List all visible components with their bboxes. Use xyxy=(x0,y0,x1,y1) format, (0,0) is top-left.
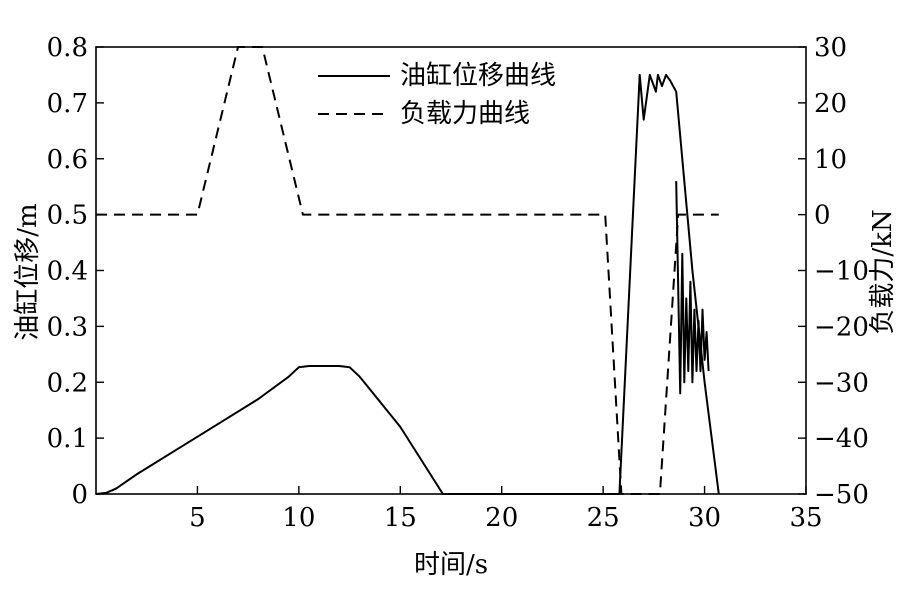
x-axis-title: 时间/s xyxy=(414,550,488,580)
load-force-line xyxy=(96,46,719,495)
right-y-axis-ticks: −50 −40 −30 −20 −10 0 10 20 30 xyxy=(798,33,869,510)
x-tick-label: 15 xyxy=(384,503,417,533)
x-tick-label: 10 xyxy=(282,503,315,533)
legend-label-displacement: 油缸位移曲线 xyxy=(400,61,556,91)
left-y-tick-label: 0.6 xyxy=(47,145,88,175)
right-y-tick-label: −50 xyxy=(814,480,869,510)
left-y-tick-label: 0.7 xyxy=(47,89,88,119)
x-tick-label: 25 xyxy=(587,503,620,533)
left-y-tick-label: 0.4 xyxy=(47,257,88,287)
left-y-tick-label: 0.1 xyxy=(47,424,88,454)
x-tick-label: 35 xyxy=(789,503,822,533)
left-y-tick-label: 0.2 xyxy=(47,368,88,398)
right-y-tick-label: −20 xyxy=(814,312,869,342)
right-y-tick-label: −10 xyxy=(814,257,869,287)
x-tick-label: 20 xyxy=(485,503,518,533)
right-y-tick-label: −30 xyxy=(814,368,869,398)
legend-label-load: 负载力曲线 xyxy=(400,99,530,129)
right-y-tick-label: 0 xyxy=(814,201,831,231)
series-layer xyxy=(95,46,720,495)
x-tick-label: 30 xyxy=(688,503,721,533)
cylinder-displacement-line xyxy=(95,73,720,495)
right-y-tick-label: 20 xyxy=(814,89,847,119)
x-tick-label: 5 xyxy=(189,503,206,533)
right-y-axis-title: 负载力/kN xyxy=(868,209,898,334)
left-y-tick-label: 0.5 xyxy=(47,201,88,231)
right-y-tick-label: −40 xyxy=(814,424,869,454)
displacement-oscillation-line xyxy=(675,181,710,395)
left-y-axis-title: 油缸位移/m xyxy=(13,203,43,340)
legend: 油缸位移曲线 负载力曲线 xyxy=(318,61,556,129)
x-axis-ticks: 5 10 15 20 25 30 35 xyxy=(189,486,823,533)
left-y-tick-label: 0.8 xyxy=(47,33,88,63)
left-y-axis-ticks: 0 0.1 0.2 0.3 0.4 0.5 0.6 0.7 0.8 xyxy=(47,33,104,510)
left-y-tick-label: 0 xyxy=(71,480,88,510)
right-y-tick-label: 10 xyxy=(814,145,847,175)
left-y-tick-label: 0.3 xyxy=(47,312,88,342)
right-y-tick-label: 30 xyxy=(814,33,847,63)
